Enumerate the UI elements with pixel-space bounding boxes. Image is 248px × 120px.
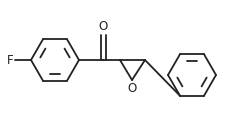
Text: F: F [7, 54, 13, 66]
Text: O: O [127, 81, 137, 95]
Text: O: O [98, 19, 108, 33]
